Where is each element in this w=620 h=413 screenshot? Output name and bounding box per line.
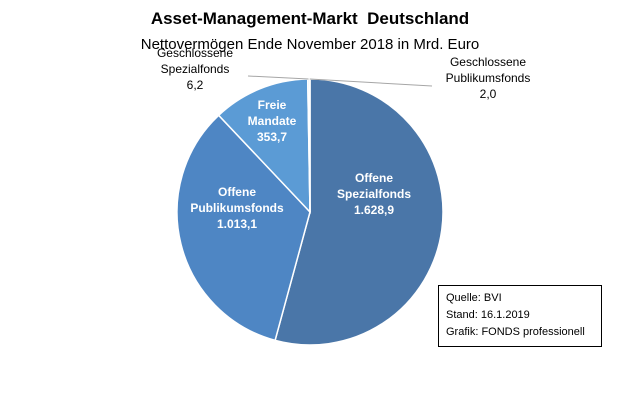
chart-title: Asset-Management-Markt Deutschland (150, 9, 470, 28)
pie-slice-freie-mandate (217, 78, 311, 214)
leader-line-geschlossene-publikumsfonds (309, 78, 433, 87)
pie-slice-offene-spezialfonds (274, 78, 444, 346)
source-line: Quelle: BVI (446, 292, 502, 304)
data-label-offene-spezialfonds: Offene Spezialfonds 1.628,9 (337, 171, 411, 217)
data-label-geschlossene-spezialfonds: Geschlossene Spezialfonds 6,2 (157, 46, 233, 92)
leader-line-geschlossene-spezialfonds (247, 75, 309, 80)
data-label-geschlossene-publikumsfonds: Geschlossene Publikumsfonds 2,0 (446, 55, 531, 101)
pie-slice-offene-publikumsfonds (176, 114, 311, 342)
data-label-freie-mandate: Freie Mandate 353,7 (248, 98, 297, 144)
credit-line: Grafik: FONDS professionell (446, 326, 585, 338)
data-label-offene-publikumsfonds: Offene Publikumsfonds 1.013,1 (190, 185, 284, 231)
chart-subtitle: Nettovermögen Ende November 2018 in Mrd.… (140, 36, 480, 53)
pie-slice-geschlossene-publikumsfonds (308, 78, 311, 213)
date-line: Stand: 16.1.2019 (446, 309, 530, 321)
source-box: Quelle: BVI Stand: 16.1.2019 Grafik: FON… (438, 285, 602, 347)
